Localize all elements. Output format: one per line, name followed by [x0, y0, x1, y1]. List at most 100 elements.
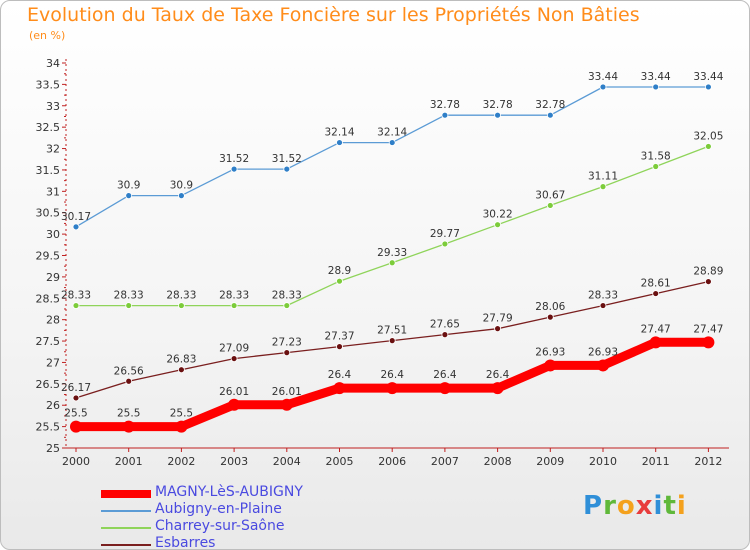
legend-label: Aubigny-en-Plaine [155, 501, 282, 517]
data-label: 28.33 [166, 290, 196, 302]
data-label: 26.93 [588, 346, 618, 358]
data-point [544, 359, 557, 372]
chart-axes: 25 25.5 26 26.5 27 27.5 28 28.5 29 29.5 30 30.5 31 31… [36, 57, 729, 468]
y-tick-label: 28.5 [36, 292, 61, 305]
data-point [652, 163, 660, 170]
data-label: 28.06 [535, 301, 565, 313]
data-label: 30.9 [117, 180, 140, 192]
proxiti-logo: Proxiti [583, 491, 687, 521]
series-points [70, 83, 715, 433]
data-label: 32.78 [483, 99, 513, 111]
data-label: 28.33 [61, 290, 91, 302]
data-label: 25.5 [117, 408, 140, 420]
data-point [228, 398, 241, 411]
data-label: 28.33 [588, 290, 618, 302]
x-tick-label: 2002 [167, 455, 195, 468]
x-tick-label: 2011 [642, 455, 670, 468]
data-point [702, 336, 715, 349]
data-label: 28.61 [641, 278, 671, 290]
data-label: 31.11 [588, 171, 618, 183]
data-point [336, 343, 343, 351]
y-tick-label: 26.5 [36, 378, 61, 391]
data-point [438, 382, 451, 395]
data-label: 27.65 [430, 319, 460, 331]
data-point [441, 331, 449, 339]
y-tick-label: 34 [46, 57, 60, 70]
data-label: 30.67 [535, 189, 565, 201]
data-point [125, 302, 133, 309]
x-tick-label: 2008 [484, 455, 512, 468]
series-line [75, 86, 709, 228]
data-point [177, 366, 185, 374]
data-point [546, 202, 554, 209]
data-label: 28.89 [693, 266, 723, 278]
x-tick-label: 2012 [694, 455, 722, 468]
data-label: 30.17 [61, 211, 91, 223]
legend-item: Charrey-sur-Saône [101, 518, 401, 536]
legend-item: MAGNY-LèS-AUBIGNY [101, 484, 401, 502]
data-point [441, 111, 449, 119]
data-label: 26.4 [486, 369, 510, 381]
logo-letter: i [676, 491, 687, 521]
data-label: 30.22 [483, 209, 513, 221]
data-point [230, 165, 238, 173]
data-point [125, 192, 133, 200]
data-label: 26.01 [272, 386, 302, 398]
y-tick-label: 28 [46, 314, 60, 327]
data-label: 25.5 [64, 408, 87, 420]
x-tick-label: 2010 [589, 455, 617, 468]
data-point [494, 221, 502, 229]
data-label: 28.9 [328, 265, 351, 277]
data-point [230, 355, 238, 362]
x-tick-label: 2001 [115, 455, 143, 468]
data-label: 31.52 [272, 153, 302, 165]
data-label: 31.52 [219, 153, 249, 165]
y-tick-label: 31 [46, 185, 60, 198]
y-tick-label: 30 [46, 228, 60, 241]
logo-letter: x [635, 491, 654, 521]
data-label: 26.56 [114, 365, 144, 377]
y-tick-label: 26 [46, 399, 60, 412]
data-label: 27.37 [324, 331, 354, 343]
data-point [122, 420, 135, 433]
legend-swatch [101, 527, 151, 529]
data-label: 26.01 [219, 386, 249, 398]
y-tick-label: 27.5 [36, 335, 61, 348]
legend-label: Esbarres [155, 535, 216, 550]
logo-letter: r [603, 491, 617, 521]
x-tick-label: 2004 [273, 455, 301, 468]
x-tick-label: 2006 [378, 455, 406, 468]
data-label: 33.44 [641, 71, 671, 83]
data-label: 26.4 [381, 369, 405, 381]
data-label: 28.33 [114, 290, 144, 302]
data-point [649, 336, 662, 349]
data-point [283, 302, 291, 309]
y-tick-label: 29.5 [36, 250, 61, 263]
y-tick-label: 27 [46, 356, 60, 369]
data-point [333, 382, 346, 395]
legend-item: Esbarres [101, 535, 401, 550]
logo-letter: o [616, 491, 636, 521]
data-point [336, 277, 343, 285]
data-point [175, 420, 188, 433]
y-tick-label: 32 [46, 143, 60, 156]
data-point [388, 139, 396, 146]
data-label: 26.17 [61, 382, 91, 394]
data-point [70, 420, 82, 433]
data-point [546, 111, 554, 119]
data-point [72, 302, 80, 309]
data-point [177, 302, 185, 309]
data-label: 30.9 [170, 180, 193, 192]
data-label: 32.05 [693, 130, 723, 142]
data-label: 32.14 [324, 127, 354, 139]
data-point [336, 139, 343, 146]
chart-title: Evolution du Taux de Taxe Foncière sur l… [27, 4, 640, 26]
data-label: 33.44 [693, 71, 723, 83]
data-point [280, 398, 293, 411]
data-label: 29.77 [430, 228, 460, 240]
data-point [388, 259, 396, 267]
data-point [125, 377, 133, 385]
data-point [705, 83, 712, 91]
